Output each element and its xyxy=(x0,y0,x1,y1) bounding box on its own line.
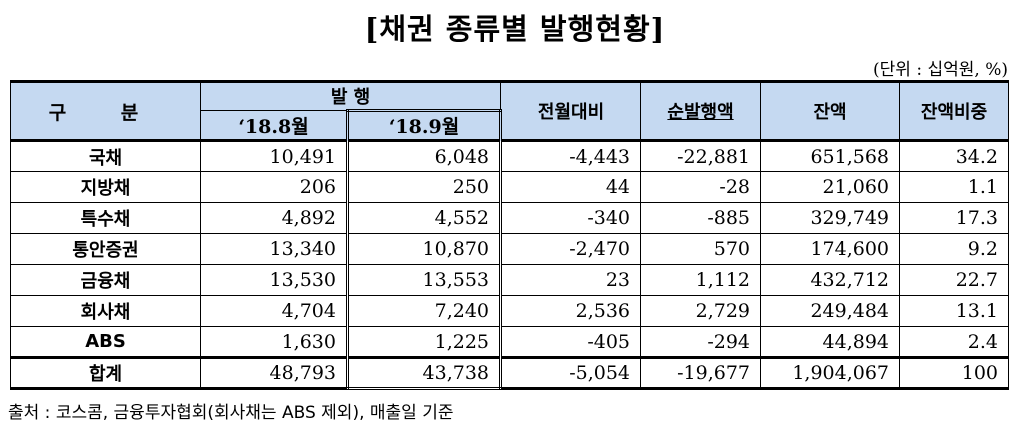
table-row: 통안증권 13,340 10,870 -2,470 570 174,600 9.… xyxy=(10,233,1010,265)
cell-share: 2.4 xyxy=(899,326,1010,358)
cell-share: 34.2 xyxy=(899,139,1010,172)
source-note: 출처 : 코스콤, 금융투자협회(회사채는 ABS 제외), 매출일 기준 xyxy=(8,403,454,423)
cell-sep: 10,870 xyxy=(345,233,503,265)
bond-issuance-table: 구 분 발 행 전월대비 순발행액 잔액 잔액비중 ‘18.8월 ‘18.9월 … xyxy=(10,80,1010,390)
cell-balance: 651,568 xyxy=(760,139,901,172)
row-label: 지방채 xyxy=(10,171,201,203)
header-mom-change: 전월대비 xyxy=(500,81,642,141)
table-row: ABS 1,630 1,225 -405 -294 44,894 2.4 xyxy=(10,326,1010,358)
row-label: ABS xyxy=(10,326,201,358)
cell-balance: 329,749 xyxy=(760,202,901,234)
cell-aug: 206 xyxy=(200,171,348,203)
cell-balance: 249,484 xyxy=(760,295,901,327)
row-label: 금융채 xyxy=(10,264,201,296)
table-row: 국채 10,491 6,048 -4,443 -22,881 651,568 3… xyxy=(10,139,1010,172)
cell-sep: 250 xyxy=(345,171,503,203)
cell-mom: 23 xyxy=(500,264,642,296)
header-net-issuance: 순발행액 xyxy=(640,81,762,141)
cell-aug: 13,340 xyxy=(200,233,348,265)
cell-net: 2,729 xyxy=(640,295,762,327)
cell-aug: 1,630 xyxy=(200,326,348,358)
row-label: 통안증권 xyxy=(10,233,201,265)
cell-aug: 13,530 xyxy=(200,264,348,296)
cell-mom: -340 xyxy=(500,202,642,234)
header-balance-share: 잔액비중 xyxy=(899,81,1010,141)
cell-sep: 4,552 xyxy=(345,202,503,234)
cell-net: -294 xyxy=(640,326,762,358)
cell-mom: -2,470 xyxy=(500,233,642,265)
cell-net: 570 xyxy=(640,233,762,265)
cell-sep: 1,225 xyxy=(345,326,503,358)
table-row: 금융채 13,530 13,553 23 1,112 432,712 22.7 xyxy=(10,264,1010,296)
header-category: 구 분 xyxy=(10,81,201,141)
cell-balance: 44,894 xyxy=(760,326,901,358)
cell-balance: 1,904,067 xyxy=(760,356,901,390)
table-row: 회사채 4,704 7,240 2,536 2,729 249,484 13.1 xyxy=(10,295,1010,327)
cell-sep: 6,048 xyxy=(345,139,503,172)
cell-share: 100 xyxy=(899,356,1010,390)
cell-sep: 13,553 xyxy=(345,264,503,296)
cell-aug: 48,793 xyxy=(200,356,348,390)
table-row: 특수채 4,892 4,552 -340 -885 329,749 17.3 xyxy=(10,202,1010,234)
cell-share: 1.1 xyxy=(899,171,1010,203)
table-row: 지방채 206 250 44 -28 21,060 1.1 xyxy=(10,171,1010,203)
cell-share: 9.2 xyxy=(899,233,1010,265)
cell-sep: 43,738 xyxy=(345,356,503,390)
cell-aug: 10,491 xyxy=(200,139,348,172)
header-balance: 잔액 xyxy=(760,81,901,141)
row-label: 합계 xyxy=(10,356,201,390)
cell-aug: 4,704 xyxy=(200,295,348,327)
cell-share: 17.3 xyxy=(899,202,1010,234)
cell-net: -22,881 xyxy=(640,139,762,172)
cell-net: -19,677 xyxy=(640,356,762,390)
cell-sep: 7,240 xyxy=(345,295,503,327)
row-label: 특수채 xyxy=(10,202,201,234)
cell-mom: 2,536 xyxy=(500,295,642,327)
cell-mom: 44 xyxy=(500,171,642,203)
cell-mom: -405 xyxy=(500,326,642,358)
table-row-total: 합계 48,793 43,738 -5,054 -19,677 1,904,06… xyxy=(10,356,1010,390)
header-aug: ‘18.8월 xyxy=(200,110,348,141)
cell-net: -28 xyxy=(640,171,762,203)
cell-share: 22.7 xyxy=(899,264,1010,296)
page-title: [채권 종류별 발행현황] xyxy=(364,12,666,46)
header-sep: ‘18.9월 xyxy=(345,109,503,141)
cell-mom: -5,054 xyxy=(500,356,642,390)
cell-balance: 432,712 xyxy=(760,264,901,296)
header-issuance: 발 행 xyxy=(199,81,502,111)
row-label: 회사채 xyxy=(10,295,201,327)
cell-net: 1,112 xyxy=(640,264,762,296)
unit-note: (단위 : 십억원, %) xyxy=(873,60,1008,80)
row-label: 국채 xyxy=(10,139,201,172)
cell-net: -885 xyxy=(640,202,762,234)
cell-aug: 4,892 xyxy=(200,202,348,234)
cell-balance: 174,600 xyxy=(760,233,901,265)
cell-mom: -4,443 xyxy=(500,139,642,172)
cell-share: 13.1 xyxy=(899,295,1010,327)
cell-balance: 21,060 xyxy=(760,171,901,203)
